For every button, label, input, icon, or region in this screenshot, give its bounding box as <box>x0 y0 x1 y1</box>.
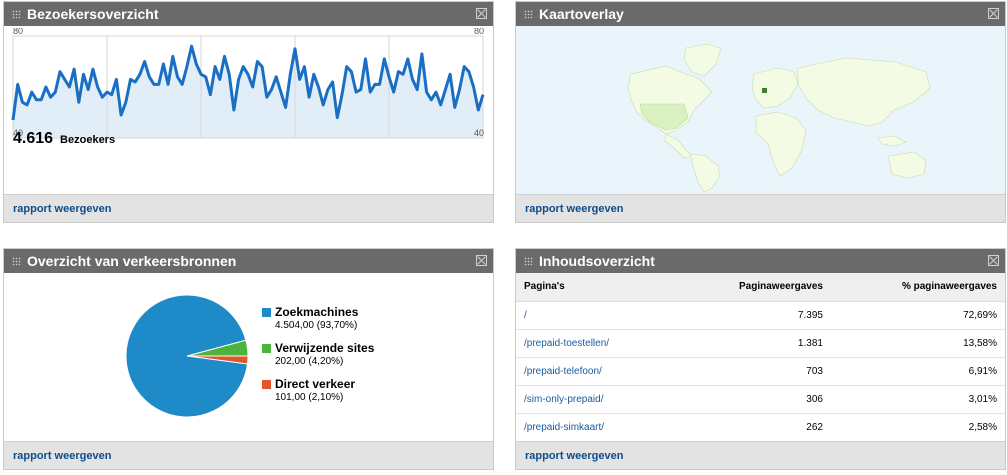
visitors-panel-title: Bezoekersoverzicht <box>27 6 159 22</box>
content-panel-header[interactable]: Inhoudsoverzicht <box>516 249 1005 273</box>
page-cell: /prepaid-telefoon/ <box>516 357 675 386</box>
traffic-panel-title: Overzicht van verkeersbronnen <box>27 253 237 269</box>
pageviews-pct-cell: 72,69% <box>830 301 1005 330</box>
content-panel: Inhoudsoverzicht Pagina's Paginaweergave… <box>515 248 1006 470</box>
close-icon[interactable] <box>988 8 999 19</box>
legend-item-direct: Direct verkeer 101,00 (2,10%) <box>262 377 374 403</box>
legend-label: Zoekmachines <box>275 305 359 319</box>
page-cell: /prepaid-toestellen/ <box>516 329 675 358</box>
pageviews-pct-cell: 6,91% <box>830 357 1005 386</box>
map-panel: Kaartoverlay rappo <box>515 1 1006 223</box>
legend-item-referral: Verwijzende sites 202,00 (4,20%) <box>262 341 374 367</box>
page-link[interactable]: /prepaid-toestellen/ <box>524 337 610 349</box>
pie-legend: Zoekmachines 4.504,00 (93,70%) Verwijzen… <box>262 305 374 413</box>
traffic-pie-chart <box>125 294 249 418</box>
view-report-link[interactable]: rapport weergeven <box>13 449 112 462</box>
view-report-link[interactable]: rapport weergeven <box>525 202 624 215</box>
traffic-panel-header[interactable]: Overzicht van verkeersbronnen <box>4 249 493 273</box>
table-row: /prepaid-telefoon/ 703 6,91% <box>516 357 1005 386</box>
page-cell: / <box>516 301 675 330</box>
drag-grip-icon[interactable] <box>12 256 21 266</box>
visitors-panel-footer: rapport weergeven <box>4 194 493 222</box>
content-panel-footer: rapport weergeven <box>516 441 1005 469</box>
pageviews-cell: 7.395 <box>674 301 831 330</box>
pageviews-cell: 703 <box>674 357 831 386</box>
y-tick-label: 80 <box>474 28 484 36</box>
legend-label: Direct verkeer <box>275 377 356 391</box>
pageviews-cell: 262 <box>674 413 831 442</box>
content-table: Pagina's Paginaweergaves % paginaweergav… <box>516 273 1005 442</box>
traffic-panel-footer: rapport weergeven <box>4 441 493 469</box>
drag-grip-icon[interactable] <box>524 9 533 19</box>
close-icon[interactable] <box>476 255 487 266</box>
pageviews-pct-cell: 13,58% <box>830 329 1005 358</box>
page-link[interactable]: /sim-only-prepaid/ <box>524 393 604 405</box>
y-tick-label: 40 <box>474 128 484 138</box>
y-tick-label: 80 <box>13 28 23 36</box>
y-tick-label: 40 <box>13 128 23 138</box>
visitors-total: 4.616 <box>13 130 54 147</box>
visitors-total-label: Bezoekers <box>60 134 116 146</box>
series-line <box>11 44 485 121</box>
col-header-pageviews[interactable]: Paginaweergaves <box>674 273 831 302</box>
table-row: /prepaid-simkaart/ 262 2,58% <box>516 413 1005 442</box>
page-link[interactable]: /prepaid-telefoon/ <box>524 365 602 377</box>
drag-grip-icon[interactable] <box>12 9 21 19</box>
traffic-sources-panel: Overzicht van verkeersbronnen Zoekmachin… <box>3 248 494 470</box>
view-report-link[interactable]: rapport weergeven <box>525 449 624 462</box>
pageviews-cell: 306 <box>674 385 831 414</box>
legend-item-search: Zoekmachines 4.504,00 (93,70%) <box>262 305 374 331</box>
table-row: /prepaid-toestellen/ 1.381 13,58% <box>516 329 1005 358</box>
visitors-line-chart: 80 80 40 40 <box>11 28 485 139</box>
map-panel-footer: rapport weergeven <box>516 194 1005 222</box>
view-report-link[interactable]: rapport weergeven <box>13 202 112 215</box>
close-icon[interactable] <box>476 8 487 19</box>
page-cell: /sim-only-prepaid/ <box>516 385 675 414</box>
chart-area-fill <box>13 46 483 139</box>
table-row: /sim-only-prepaid/ 306 3,01% <box>516 385 1005 414</box>
legend-swatch <box>262 343 271 353</box>
pageviews-pct-cell: 2,58% <box>830 413 1005 442</box>
col-header-page[interactable]: Pagina's <box>516 273 675 302</box>
legend-label: Verwijzende sites <box>275 341 375 355</box>
legend-swatch <box>262 307 271 317</box>
col-header-pageviews-pct[interactable]: % paginaweergaves <box>830 273 1005 302</box>
table-row: / 7.395 72,69% <box>516 301 1005 330</box>
world-map[interactable] <box>516 26 1005 194</box>
visitors-panel-header[interactable]: Bezoekersoverzicht <box>4 2 493 26</box>
legend-value: 4.504,00 (93,70%) <box>275 320 358 331</box>
map-panel-title: Kaartoverlay <box>539 6 624 22</box>
pageviews-cell: 1.381 <box>674 329 831 358</box>
visitors-panel: Bezoekersoverzicht 80 80 40 40 4.616 Bezoek… <box>3 1 494 223</box>
map-panel-header[interactable]: Kaartoverlay <box>516 2 1005 26</box>
drag-grip-icon[interactable] <box>524 256 533 266</box>
table-header-row: Pagina's Paginaweergaves % paginaweergav… <box>516 273 1005 302</box>
visitors-stat: 4.616 Bezoekers <box>13 130 115 148</box>
legend-value: 202,00 (4,20%) <box>275 356 344 367</box>
pageviews-pct-cell: 3,01% <box>830 385 1005 414</box>
pie-slice <box>125 294 249 418</box>
legend-value: 101,00 (2,10%) <box>275 392 344 403</box>
content-panel-title: Inhoudsoverzicht <box>539 253 655 269</box>
page-link[interactable]: / <box>524 309 527 321</box>
legend-swatch <box>262 379 271 389</box>
close-icon[interactable] <box>988 255 999 266</box>
page-cell: /prepaid-simkaart/ <box>516 413 675 442</box>
page-link[interactable]: /prepaid-simkaart/ <box>524 421 605 433</box>
